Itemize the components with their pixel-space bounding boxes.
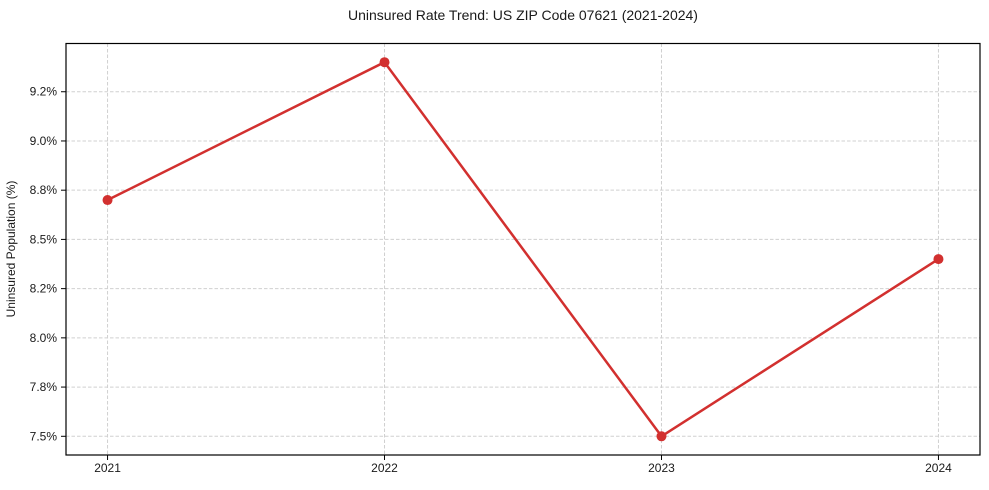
x-tick-label: 2023 (648, 461, 675, 475)
line-series (102, 57, 944, 442)
chart-title: Uninsured Rate Trend: US ZIP Code 07621 … (348, 7, 698, 23)
y-tick-label: 8.2% (30, 282, 58, 296)
y-tick-label: 7.8% (30, 380, 58, 394)
data-point-2023 (656, 431, 667, 442)
x-tick-label: 2022 (371, 461, 398, 475)
y-tick-label: 8.8% (30, 183, 58, 197)
trend-line (106, 60, 940, 438)
x-tick-label: 2021 (94, 461, 121, 475)
y-tick-label: 7.5% (30, 429, 58, 443)
y-tick-label: 8.0% (30, 331, 58, 345)
x-tick-label: 2024 (925, 461, 952, 475)
y-tick-label: 9.0% (30, 134, 58, 148)
data-point-2022 (379, 57, 390, 68)
plot-border (65, 42, 981, 456)
y-tick-label: 8.5% (30, 232, 58, 246)
y-tick-label: 9.2% (30, 85, 58, 99)
gridlines (66, 43, 980, 455)
y-axis-label: Uninsured Population (%) (4, 181, 18, 318)
data-point-2024 (933, 254, 944, 265)
data-point-2021 (102, 195, 113, 206)
axes: 7.5% 7.8% 8.0% 8.2% 8.5% 8.8% 9.0% 9.2% 2021 2022… (30, 42, 981, 475)
